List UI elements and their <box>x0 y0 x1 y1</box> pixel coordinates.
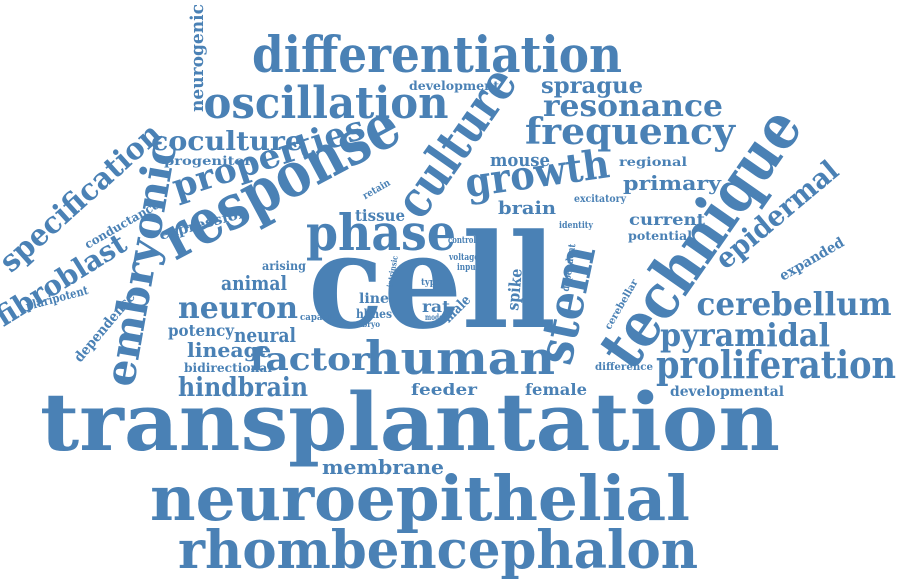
word-identity: identity <box>559 221 594 231</box>
word-mouse: mouse <box>490 150 550 171</box>
word-embryo: embryo <box>350 319 381 329</box>
word-tissue: tissue <box>355 206 405 225</box>
word-spike: spike <box>503 268 526 311</box>
word-progenitor: progenitor <box>164 154 253 168</box>
word-cerebellum: cerebellum <box>697 285 892 323</box>
word-current: current <box>629 210 706 229</box>
word-bidirectional: bidirectional <box>184 361 272 375</box>
word-difference: difference <box>595 362 653 373</box>
word-phase: phase <box>306 203 456 262</box>
word-transplantation: transplantation <box>40 375 780 469</box>
word-type: type <box>421 278 441 288</box>
word-rat: rat <box>422 297 451 316</box>
word-female: female <box>525 380 587 399</box>
word-input: input <box>457 263 480 273</box>
word-rhombencephalon: rhombencephalon <box>178 520 698 581</box>
word-neurogenic: neurogenic <box>187 4 208 112</box>
word-excitatory: excitatory <box>574 194 627 205</box>
word-neuron: neuron <box>178 291 298 326</box>
word-oscillation: oscillation <box>204 78 449 129</box>
word-primary: primary <box>623 171 723 195</box>
word-proliferation: proliferation <box>656 342 896 387</box>
word-voltage: voltage <box>448 253 479 263</box>
word-factor: factor <box>250 340 371 378</box>
word-resonance: resonance <box>543 89 723 124</box>
word-developmental: developmental <box>670 384 784 400</box>
word-control: control <box>448 236 476 246</box>
word-hindbrain: hindbrain <box>178 373 308 403</box>
word-regional: regional <box>619 155 688 169</box>
word-animal: animal <box>221 271 287 295</box>
word-neuroepithelial: neuroepithelial <box>150 462 690 535</box>
word-human: human <box>365 331 555 385</box>
word-feeder: feeder <box>411 380 478 399</box>
word-capacity: capacity <box>300 313 341 323</box>
word-pyramidal: pyramidal <box>660 316 830 354</box>
word-brain: brain <box>498 198 556 219</box>
word-potency: potency <box>168 321 235 340</box>
word-expanded: expanded <box>777 235 848 285</box>
word-neural: neural <box>234 323 296 347</box>
word-line: line <box>359 291 389 307</box>
word-sprague: sprague <box>541 73 643 99</box>
word-cell: cell <box>308 205 556 358</box>
word-arising: arising <box>262 259 307 273</box>
word-model: model <box>425 312 445 322</box>
word-development: development <box>409 79 499 93</box>
word-frequency: frequency <box>525 111 736 153</box>
word-differentiation: differentiation <box>252 25 622 84</box>
word-potential: potential <box>628 229 692 243</box>
word-lineage: lineage <box>187 338 271 362</box>
word-coculture: coculture <box>151 127 303 157</box>
word-hbnes: hbnes <box>356 307 392 321</box>
word-membrane: membrane <box>322 455 444 479</box>
